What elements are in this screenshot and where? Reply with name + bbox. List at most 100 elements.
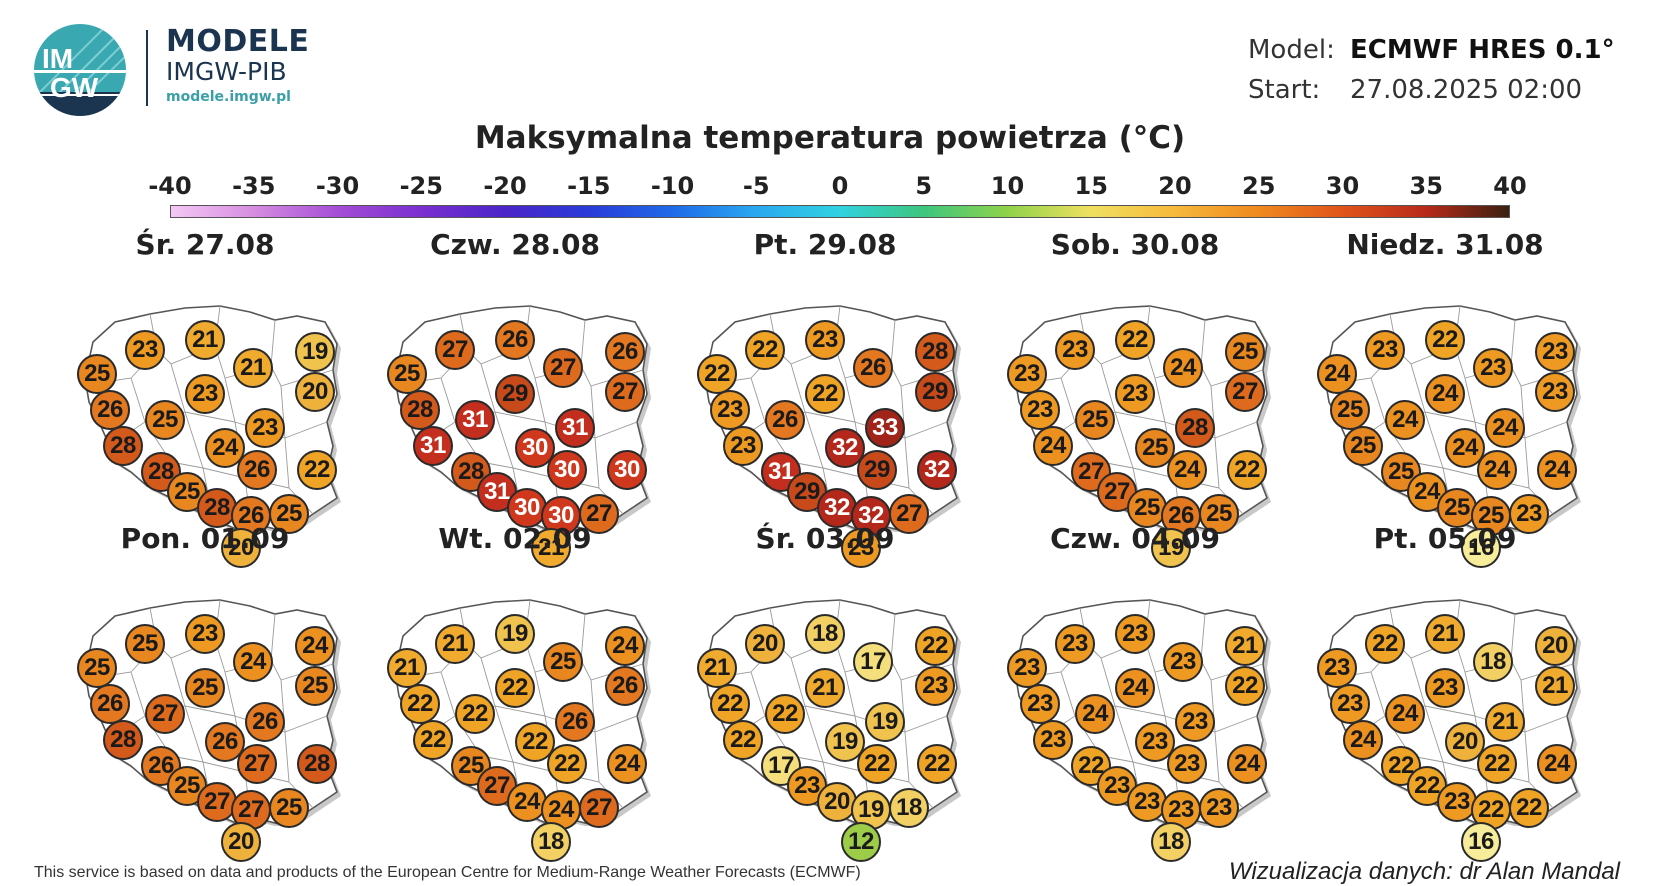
temperature-marker: 22 [697,354,737,394]
temperature-marker: 24 [1163,348,1203,388]
temperature-marker: 19 [495,614,535,654]
temperature-marker: 31 [413,426,453,466]
temperature-marker: 23 [1175,702,1215,742]
temperature-marker: 22 [1477,744,1517,784]
scale-tick-label: -10 [650,172,695,200]
temperature-marker: 20 [1535,626,1575,666]
temperature-marker: 12 [841,822,881,862]
temperature-marker: 23 [1473,348,1513,388]
forecast-panel: Wt. 02.09 21 21 19 25 24 22 22 22 26 22 22 26 22 24 25 2… [370,522,660,862]
temperature-marker: 24 [1115,668,1155,708]
temperature-marker: 24 [1537,744,1577,784]
temperature-marker: 27 [435,330,475,370]
scale-tick-label: 25 [1242,172,1276,200]
forecast-panel: Sob. 30.08 23 23 22 24 25 23 25 23 27 24 25 28 24 22 27… [990,228,1280,568]
model-value: ECMWF HRES 0.1° [1350,35,1615,65]
temperature-marker: 24 [607,744,647,784]
temperature-marker: 21 [1535,666,1575,706]
temperature-marker: 23 [1317,648,1357,688]
forecast-panel: Niedz. 31.08 24 23 22 23 23 25 24 24 23 25 24 24 24 24… [1300,228,1590,568]
temperature-marker: 21 [387,648,427,688]
temperature-marker: 23 [185,614,225,654]
temperature-marker: 31 [555,408,595,448]
temperature-marker: 22 [765,694,805,734]
temperature-marker: 25 [145,400,185,440]
temperature-marker: 25 [269,494,309,534]
temperature-marker: 24 [1385,694,1425,734]
temperature-marker: 27 [197,782,237,822]
forecast-panel: Pon. 01.09 25 25 23 24 24 26 27 25 25 28 26 26 27 28 26… [60,522,350,862]
temperature-marker: 28 [297,744,337,784]
province-border [284,421,328,439]
temperature-marker: 17 [853,642,893,682]
temperature-marker: 31 [761,452,801,492]
start-label: Start: [1248,75,1321,105]
temperature-marker: 31 [455,400,495,440]
scale-tick-label: -35 [232,172,276,200]
temperature-marker: 27 [605,372,645,412]
temperature-marker: 23 [1115,614,1155,654]
temperature-marker: 32 [917,450,957,490]
temperature-marker: 29 [915,372,955,412]
temperature-marker: 27 [237,744,277,784]
scale-tick-label: 40 [1493,172,1527,200]
temperature-marker: 25 [295,666,335,706]
temperature-marker: 26 [205,722,245,762]
temperature-marker: 23 [1163,642,1203,682]
map-title: Maksymalna temperatura powietrza (°C) [474,120,1186,156]
temperature-marker: 22 [1509,788,1549,828]
temperature-marker: 25 [269,788,309,828]
temperature-marker: 25 [125,624,165,664]
scale-tick-label: 5 [915,172,933,200]
panel-date: Śr. 27.08 [135,228,275,261]
temperature-marker: 22 [1365,624,1405,664]
temperature-marker: 26 [90,390,130,430]
temperature-marker: 22 [1425,320,1465,360]
temperature-marker: 24 [1537,450,1577,490]
temperature-marker: 26 [141,746,181,786]
temperature-marker: 25 [543,642,583,682]
model-info: Model: ECMWF HRES 0.1° Start: 27.08.2025… [1248,30,1615,110]
temperature-marker: 18 [1473,642,1513,682]
forecast-panel: Czw. 04.09 23 23 23 23 21 23 24 24 22 23 23 23 23 24 22… [990,522,1280,862]
ecmwf-credit: This service is based on data and produc… [34,864,861,881]
temperature-marker: 20 [295,372,335,412]
scale-tick-label: 0 [831,172,849,200]
temperature-marker: 24 [1317,354,1357,394]
scale-tick-label: 30 [1325,172,1360,200]
scale-tick-label: 35 [1409,172,1443,200]
province-border [594,421,638,439]
temperature-marker: 24 [1425,374,1465,414]
start-row: Start: 27.08.2025 02:00 [1248,70,1615,110]
temperature-marker: 23 [1437,782,1477,822]
temperature-marker: 22 [495,668,535,708]
temperature-marker: 22 [1225,666,1265,706]
scale-tick-label: -15 [567,172,611,200]
panel-date: Pon. 01.09 [120,522,290,555]
temperature-marker: 21 [233,348,273,388]
panel-date: Niedz. 31.08 [1346,228,1544,261]
temperature-marker: 25 [1343,426,1383,466]
province-border [904,715,948,733]
temperature-marker: 25 [77,648,117,688]
temperature-marker: 30 [541,496,581,536]
temperature-marker: 25 [1225,332,1265,372]
scale-tick-label: 20 [1158,172,1192,200]
temperature-marker: 19 [825,722,865,762]
temperature-marker: 23 [185,374,225,414]
province-border [1524,715,1568,733]
temperature-marker: 23 [1167,744,1207,784]
temperature-marker: 23 [1330,684,1370,724]
temperature-marker: 20 [221,528,261,568]
forecast-panel: Czw. 28.08 25 27 26 27 26 28 31 29 27 31 30 31 30 30 28… [370,228,660,568]
temperature-marker: 26 [605,666,645,706]
temperature-marker: 23 [245,408,285,448]
temperature-marker: 25 [1135,428,1175,468]
temperature-marker: 24 [1227,744,1267,784]
province-border [904,421,948,439]
panel-date: Czw. 28.08 [430,228,600,261]
temperature-marker: 18 [1151,822,1191,862]
temperature-marker: 23 [1007,354,1047,394]
temperature-marker: 25 [1437,488,1477,528]
forecast-panel: Śr. 03.09 21 20 18 17 22 22 22 21 23 22 19 19 22 22 17 2… [680,522,970,862]
